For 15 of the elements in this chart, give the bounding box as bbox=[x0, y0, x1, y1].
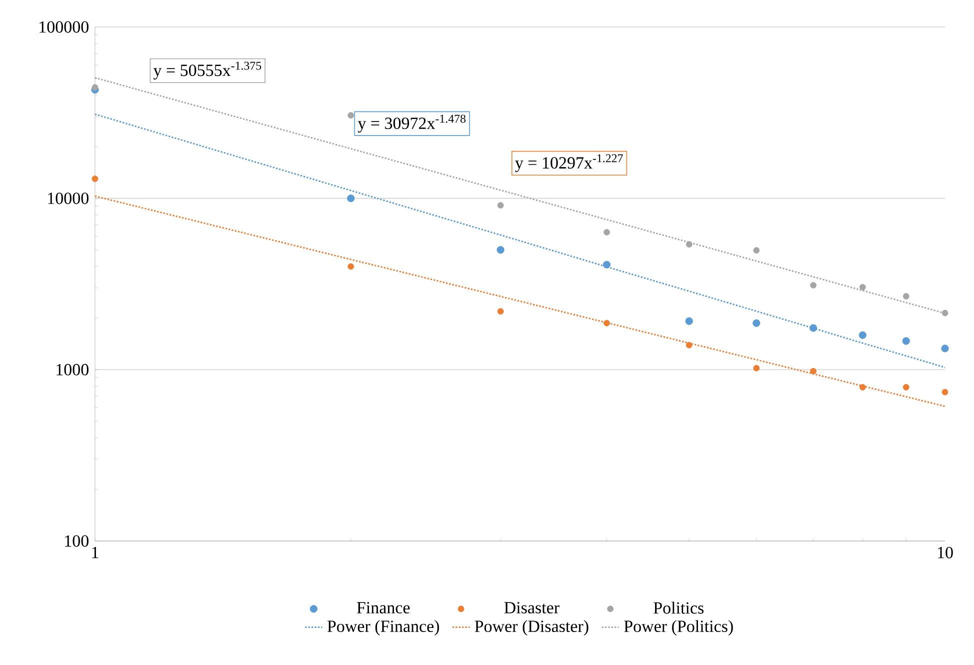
x-tick-label: 10 bbox=[938, 546, 953, 558]
y-tick-label: 10000 bbox=[48, 192, 88, 204]
y-tick-label: 1000 bbox=[56, 364, 88, 376]
y-tick-label: 100 bbox=[65, 535, 88, 547]
y-tick-label: 100000 bbox=[40, 21, 88, 33]
legend-label: Power (Politics) bbox=[624, 620, 733, 636]
legend-label: Disaster bbox=[504, 602, 560, 614]
x-tick-label: 1 bbox=[92, 546, 98, 558]
annotation: y = 10297x$^{-1.227}$ bbox=[515, 154, 623, 172]
legend-label: Power (Disaster) bbox=[474, 620, 588, 636]
legend-label: Finance bbox=[356, 602, 410, 614]
annotation: y = 30972x$^{-1.478}$ bbox=[358, 114, 466, 133]
annotation: y = 50555x$^{-1.375}$ bbox=[153, 62, 262, 80]
legend-label: Power (Finance) bbox=[327, 620, 440, 636]
legend-label: Politics bbox=[654, 602, 704, 614]
